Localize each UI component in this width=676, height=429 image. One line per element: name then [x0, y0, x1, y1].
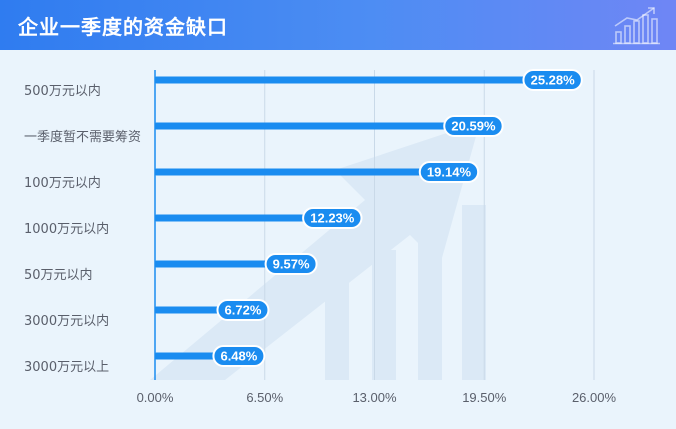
bar [155, 76, 582, 84]
value-label-pill [212, 345, 266, 367]
value-label-pill [418, 161, 480, 183]
value-label: 25.28% [531, 73, 576, 88]
value-label: 19.14% [427, 165, 472, 180]
bar-chart-growth-icon [613, 7, 660, 45]
bar [155, 122, 503, 130]
bar [155, 168, 479, 176]
x-tick-label: 0.00% [137, 390, 174, 405]
header-bar: 企业一季度的资金缺口 [0, 0, 676, 50]
category-label: 50万元以内 [24, 267, 93, 283]
x-tick-label: 6.50% [246, 390, 283, 405]
category-label: 100万元以内 [24, 175, 101, 191]
category-label: 一季度暂不需要筹资 [24, 129, 141, 145]
value-label: 9.57% [273, 257, 310, 272]
value-label-pill [302, 207, 363, 229]
value-labels: 25.28% 20.59% 19.14% 12.23% 9.57% 6.72% 6.48% [212, 69, 583, 367]
value-label-pill [264, 253, 318, 275]
value-label-pill [522, 69, 583, 91]
value-label-pill [216, 299, 270, 321]
value-label: 6.72% [225, 303, 262, 318]
value-label: 20.59% [451, 119, 496, 134]
value-label: 12.23% [310, 211, 355, 226]
watermark-decoration [150, 122, 486, 380]
bar-chart: 25.28%20.59%19.14%12.23%9.57%6.72%6.48% … [24, 69, 617, 405]
category-label: 1000万元以内 [24, 221, 109, 237]
category-label: 500万元以内 [24, 83, 101, 99]
value-label: 6.48% [220, 349, 257, 364]
x-tick-label: 26.00% [572, 390, 617, 405]
category-label: 3000万元以内 [24, 313, 109, 329]
category-label: 3000万元以上 [24, 360, 109, 375]
x-tick-labels: 0.00% 6.50% 13.00% 19.50% 26.00% [137, 390, 617, 405]
chart-title: 企业一季度的资金缺口 [18, 15, 228, 39]
x-tick-label: 13.00% [352, 390, 397, 405]
x-tick-label: 19.50% [462, 390, 507, 405]
value-label-pill [443, 115, 504, 137]
